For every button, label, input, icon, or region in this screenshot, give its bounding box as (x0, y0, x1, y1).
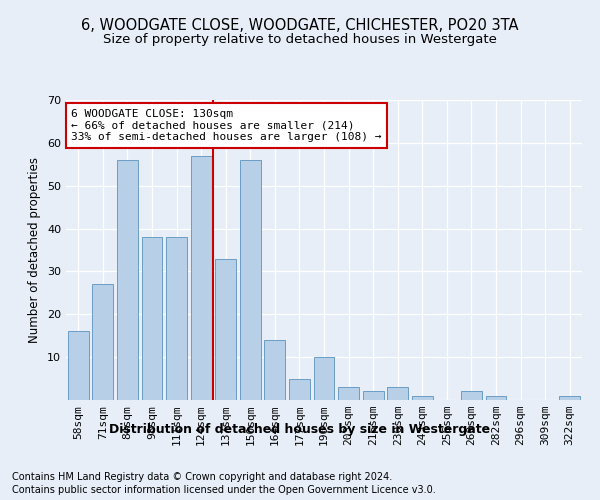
Text: Contains public sector information licensed under the Open Government Licence v3: Contains public sector information licen… (12, 485, 436, 495)
Bar (314, 357, 334, 400)
Text: Distribution of detached houses by size in Westergate: Distribution of detached houses by size … (109, 422, 491, 436)
Bar (412, 396, 433, 400)
Bar (215, 258, 236, 400)
Bar (240, 160, 261, 400)
Bar (387, 387, 408, 400)
Bar (485, 396, 506, 400)
Bar (142, 237, 163, 400)
Bar (166, 237, 187, 400)
Y-axis label: Number of detached properties: Number of detached properties (28, 157, 41, 343)
Bar (265, 340, 286, 400)
Bar (461, 392, 482, 400)
Bar (559, 396, 580, 400)
Bar (338, 387, 359, 400)
Bar (117, 160, 138, 400)
Text: 6, WOODGATE CLOSE, WOODGATE, CHICHESTER, PO20 3TA: 6, WOODGATE CLOSE, WOODGATE, CHICHESTER,… (81, 18, 519, 32)
Text: Size of property relative to detached houses in Westergate: Size of property relative to detached ho… (103, 32, 497, 46)
Bar (289, 378, 310, 400)
Text: 6 WOODGATE CLOSE: 130sqm
← 66% of detached houses are smaller (214)
33% of semi-: 6 WOODGATE CLOSE: 130sqm ← 66% of detach… (71, 109, 382, 142)
Bar (92, 284, 113, 400)
Bar (191, 156, 212, 400)
Text: Contains HM Land Registry data © Crown copyright and database right 2024.: Contains HM Land Registry data © Crown c… (12, 472, 392, 482)
Bar (362, 392, 383, 400)
Bar (68, 332, 89, 400)
